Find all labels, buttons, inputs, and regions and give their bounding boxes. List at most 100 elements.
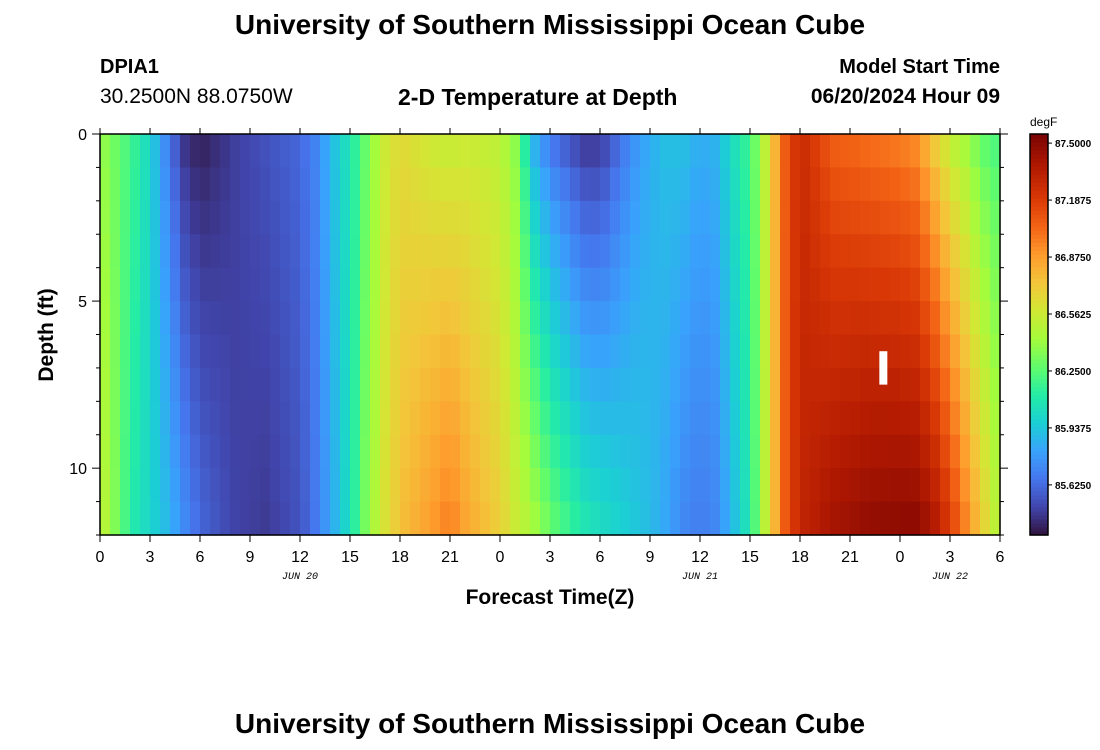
heatmap-cell <box>220 234 231 269</box>
heatmap-cell <box>330 134 341 169</box>
heatmap-cell <box>720 267 731 302</box>
heatmap-cell <box>550 234 561 269</box>
heatmap-cell <box>860 434 871 469</box>
heatmap-cell <box>320 134 331 169</box>
heatmap-cell <box>170 134 181 169</box>
heatmap-cell <box>140 468 151 503</box>
heatmap-cell <box>140 334 151 369</box>
heatmap-cell <box>440 134 451 169</box>
heatmap-cell <box>430 234 441 269</box>
heatmap-cell <box>860 200 871 235</box>
heatmap-cell <box>740 468 751 503</box>
heatmap-cell <box>450 234 461 269</box>
heatmap-cell <box>660 501 671 536</box>
heatmap-cell <box>650 501 661 536</box>
heatmap-cell <box>190 167 201 202</box>
heatmap-cell <box>380 501 391 536</box>
heatmap-cell <box>710 167 721 202</box>
heatmap-cell <box>870 501 881 536</box>
heatmap-cell <box>800 468 811 503</box>
colorbar-swatch <box>1030 470 1048 476</box>
heatmap-cell <box>860 234 871 269</box>
heatmap-cell <box>810 334 821 369</box>
heatmap-cell <box>510 367 521 402</box>
heatmap-cell <box>820 334 831 369</box>
heatmap-cell <box>410 200 421 235</box>
heatmap-cell <box>120 134 131 169</box>
heatmap-cell <box>900 200 911 235</box>
heatmap-cell <box>360 134 371 169</box>
heatmap-cell <box>730 267 741 302</box>
heatmap-cell <box>720 468 731 503</box>
heatmap-cell <box>230 434 241 469</box>
heatmap-cell <box>260 468 271 503</box>
heatmap-cell <box>840 367 851 402</box>
heatmap-cell <box>650 167 661 202</box>
heatmap-cell <box>610 267 621 302</box>
heatmap-cell <box>890 200 901 235</box>
x-tick-label: 0 <box>96 549 105 566</box>
heatmap-cell <box>760 501 771 536</box>
heatmap-cell <box>280 301 291 336</box>
heatmap-cell <box>350 501 361 536</box>
heatmap-cell <box>760 367 771 402</box>
colorbar-swatch <box>1030 206 1048 211</box>
heatmap-cell <box>740 334 751 369</box>
heatmap-cell <box>750 234 761 269</box>
heatmap-cell <box>870 134 881 169</box>
heatmap-cell <box>420 501 431 536</box>
heatmap-cell <box>990 134 1001 169</box>
heatmap-cell <box>530 267 541 302</box>
heatmap-cell <box>170 334 181 369</box>
station-coordinates: 30.2500N 88.0750W <box>100 85 293 108</box>
heatmap-cell <box>240 367 251 402</box>
heatmap-cell <box>710 501 721 536</box>
heatmap-cell <box>420 468 431 503</box>
heatmap-cell <box>210 468 221 503</box>
heatmap-cell <box>500 334 511 369</box>
colorbar-swatch <box>1030 194 1048 199</box>
heatmap-cell <box>360 234 371 269</box>
heatmap-cell <box>340 267 351 302</box>
heatmap-cell <box>490 501 501 536</box>
heatmap-cell <box>740 434 751 469</box>
heatmap-cell <box>460 367 471 402</box>
heatmap-cell <box>770 134 781 169</box>
heatmap-cell <box>860 401 871 436</box>
heatmap-cell <box>630 267 641 302</box>
heatmap-cell <box>100 267 111 302</box>
colorbar-swatch <box>1030 398 1048 404</box>
heatmap-cell <box>430 434 441 469</box>
colorbar-swatch <box>1030 174 1048 179</box>
heatmap-cell <box>830 200 841 235</box>
heatmap-cell <box>930 301 941 336</box>
heatmap-cell <box>900 434 911 469</box>
heatmap-cell <box>640 301 651 336</box>
colorbar-tick-label: 86.8750 <box>1055 253 1092 264</box>
heatmap-cell <box>740 134 751 169</box>
heatmap-cell <box>670 234 681 269</box>
heatmap-cell <box>290 468 301 503</box>
heatmap-cell <box>750 468 761 503</box>
heatmap-cell <box>590 367 601 402</box>
heatmap-cell <box>770 468 781 503</box>
heatmap-cell <box>740 501 751 536</box>
heatmap-cell <box>630 468 641 503</box>
heatmap-cell <box>860 134 871 169</box>
heatmap-cell <box>260 434 271 469</box>
heatmap-cell <box>290 167 301 202</box>
heatmap-cell <box>570 501 581 536</box>
heatmap-cell <box>680 434 691 469</box>
heatmap-cell <box>330 167 341 202</box>
heatmap-cell <box>920 501 931 536</box>
heatmap-cell <box>690 334 701 369</box>
heatmap-cell <box>570 367 581 402</box>
colorbar-swatch <box>1030 166 1048 171</box>
heatmap-cell <box>860 334 871 369</box>
heatmap-cell <box>910 234 921 269</box>
heatmap-cell <box>270 501 281 536</box>
heatmap-cell <box>240 434 251 469</box>
heatmap-cell <box>920 434 931 469</box>
heatmap-cell <box>350 167 361 202</box>
heatmap-cell <box>340 301 351 336</box>
